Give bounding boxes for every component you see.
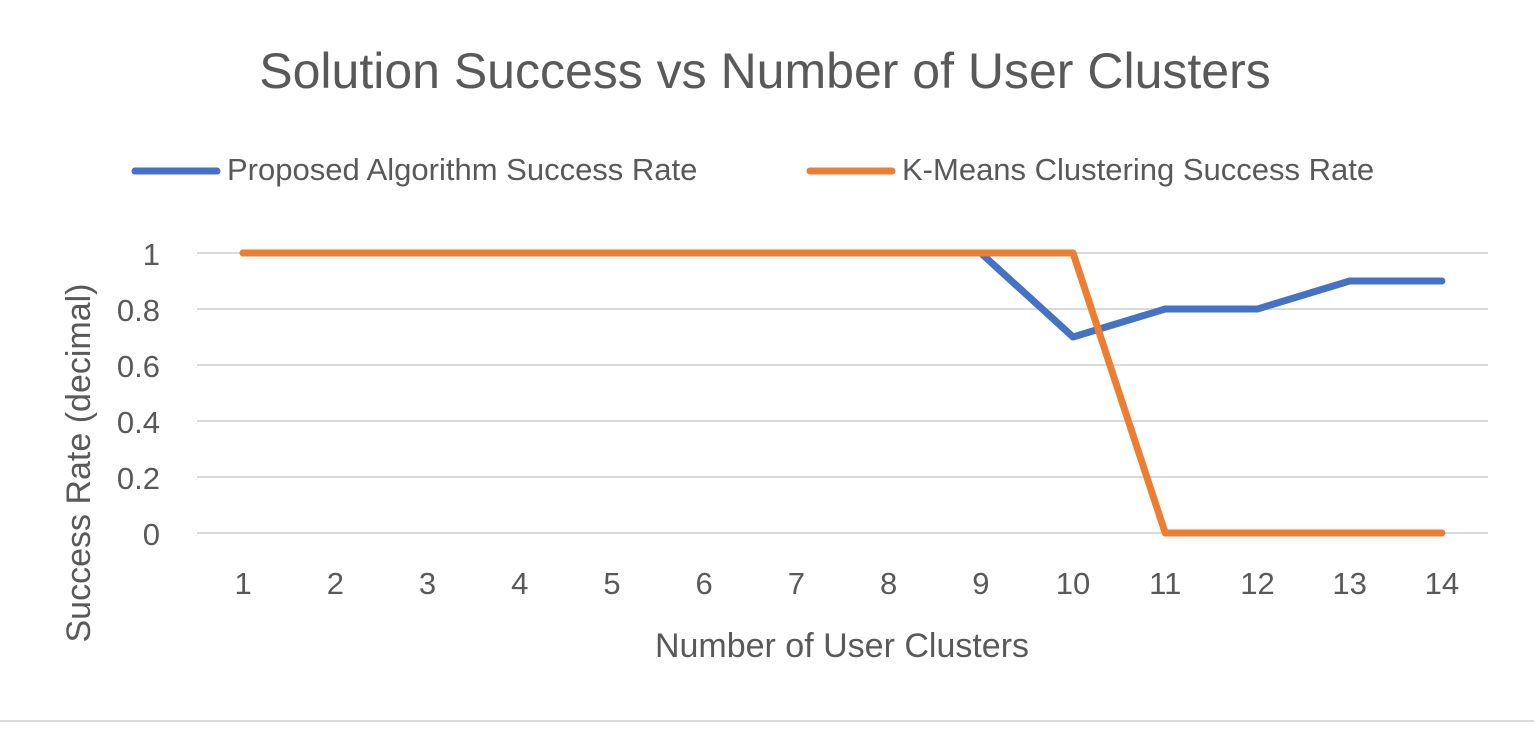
legend-label: Proposed Algorithm Success Rate — [227, 152, 697, 187]
bottom-divider — [0, 720, 1534, 722]
x-tick-label: 8 — [880, 566, 897, 601]
y-axis-label: Success Rate (decimal) — [60, 283, 98, 642]
x-axis-label: Number of User Clusters — [655, 627, 1029, 665]
x-tick-label: 5 — [603, 566, 620, 601]
x-tick-label: 1 — [234, 566, 251, 601]
y-tick-label: 0 — [143, 517, 160, 552]
legend-item-2: K-Means Clustering Success Rate — [806, 152, 1374, 187]
series-lines — [239, 249, 1446, 537]
y-tick-label: 0.4 — [117, 405, 160, 440]
x-tick-label: 14 — [1425, 566, 1459, 601]
legend: Proposed Algorithm Success Rate K-Means C… — [131, 152, 1374, 187]
legend-label: K-Means Clustering Success Rate — [902, 152, 1374, 187]
y-tick-label: 0.2 — [117, 461, 160, 496]
x-axis-tick-labels: 1 2 3 4 5 6 7 8 9 10 11 12 13 14 — [234, 566, 1459, 601]
gridlines — [197, 252, 1488, 534]
x-tick-label: 10 — [1056, 566, 1090, 601]
x-tick-label: 11 — [1149, 566, 1181, 601]
y-tick-label: 1 — [143, 237, 160, 272]
chart-title: Solution Success vs Number of User Clust… — [259, 43, 1270, 99]
x-tick-label: 13 — [1332, 566, 1366, 601]
x-tick-label: 12 — [1240, 566, 1274, 601]
y-tick-label: 0.6 — [117, 349, 160, 384]
series-line-1 — [239, 249, 1446, 341]
x-tick-label: 7 — [788, 566, 805, 601]
series-line-2 — [239, 249, 1446, 537]
x-tick-label: 9 — [972, 566, 989, 601]
y-tick-label: 0.8 — [117, 293, 160, 328]
x-tick-label: 3 — [419, 566, 436, 601]
x-tick-label: 6 — [696, 566, 713, 601]
legend-item-1: Proposed Algorithm Success Rate — [131, 152, 697, 187]
x-tick-label: 2 — [327, 566, 344, 601]
y-axis-tick-labels: 0 0.2 0.4 0.6 0.8 1 — [117, 237, 160, 552]
x-tick-label: 4 — [511, 566, 528, 601]
